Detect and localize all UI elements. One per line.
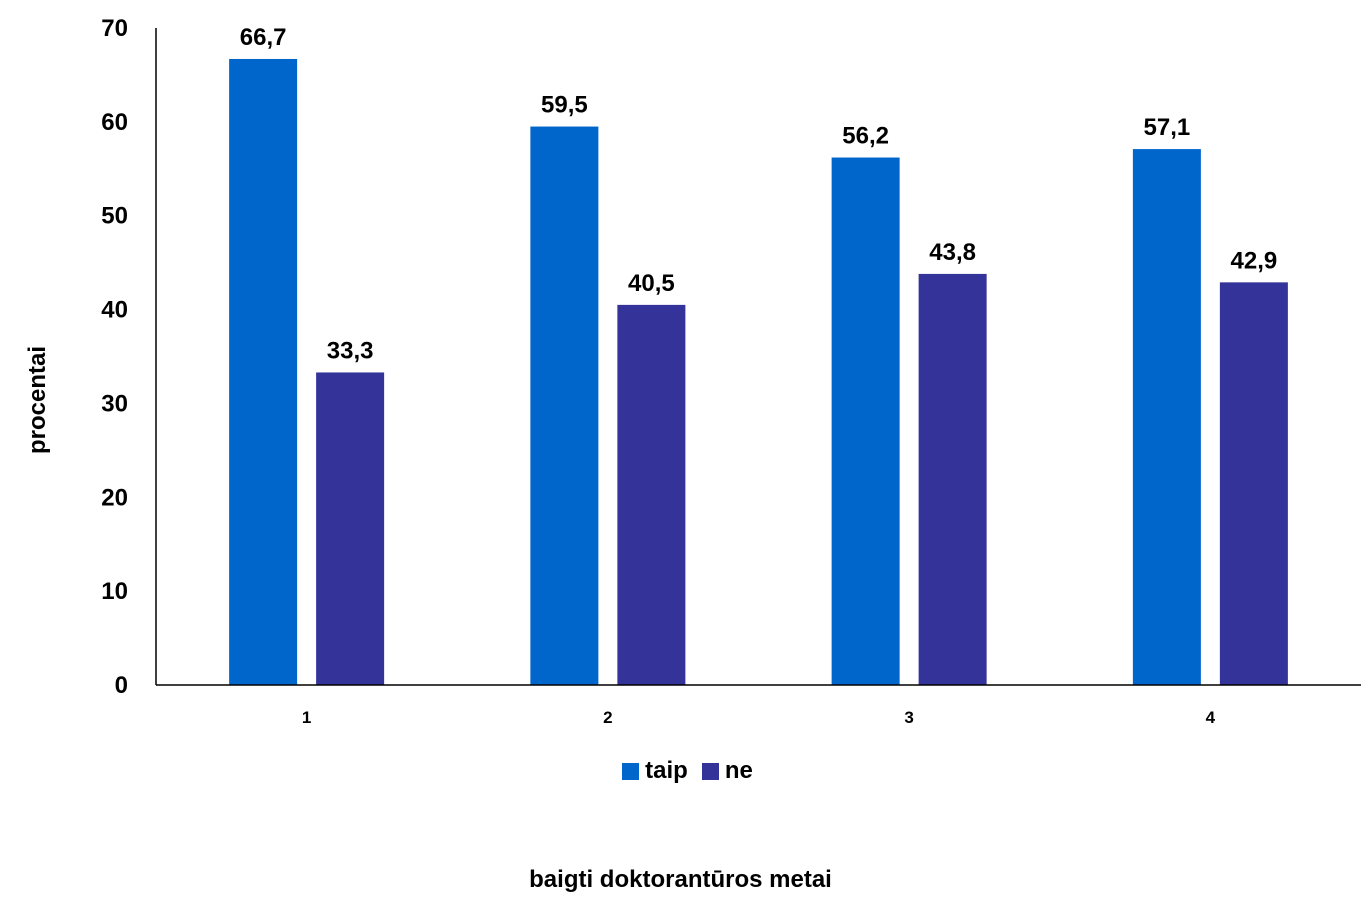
bar-taip-1: [229, 58, 298, 686]
legend-label-taip: taip: [645, 757, 688, 784]
data-label-ne-1: 33,3: [327, 337, 374, 364]
bar-taip-3: [831, 157, 900, 686]
legend-swatch-taip: [622, 762, 640, 780]
bar-ne-3: [918, 273, 987, 685]
x-tick-label: 3: [904, 708, 913, 727]
y-tick-label: 60: [101, 109, 128, 136]
x-tick-label: 2: [603, 708, 612, 727]
data-label-ne-2: 40,5: [628, 270, 675, 297]
x-tick-label: 1: [302, 708, 311, 727]
x-tick-labels: 1 2 3 4: [302, 708, 1216, 727]
y-tick-labels: 0 10 20 30 40 50 60 70: [101, 15, 128, 699]
bar-taip-4: [1132, 149, 1201, 686]
bar-ne-1: [316, 372, 385, 685]
bar-taip-2: [530, 126, 599, 686]
x-axis-title: baigti doktorantūros metai: [529, 866, 832, 893]
legend-swatch-ne: [701, 762, 719, 780]
data-label-ne-4: 42,9: [1231, 247, 1278, 274]
legend-item-taip: taip: [622, 757, 688, 785]
bars-group: [229, 58, 1288, 686]
y-tick-label: 40: [101, 297, 128, 324]
y-tick-label: 30: [101, 390, 128, 417]
y-tick-label: 70: [101, 15, 128, 42]
data-label-taip-4: 57,1: [1144, 114, 1191, 141]
x-tick-label: 4: [1206, 708, 1216, 727]
legend-label-ne: ne: [724, 757, 753, 784]
data-label-taip-1: 66,7: [240, 24, 287, 51]
y-tick-label: 20: [101, 484, 128, 511]
y-tick-label: 10: [101, 578, 128, 605]
legend-item-ne: ne: [701, 757, 753, 785]
data-label-ne-3: 43,8: [929, 239, 976, 266]
data-labels-group: 66,7 33,3 59,5 40,5 56,2 43,8 57,1 42,9: [240, 24, 1277, 364]
y-tick-label: 0: [115, 672, 128, 699]
bar-ne-4: [1219, 282, 1288, 685]
legend: taip ne: [0, 757, 1361, 785]
y-tick-label: 50: [101, 203, 128, 230]
data-label-taip-2: 59,5: [541, 92, 588, 119]
bar-ne-2: [617, 304, 686, 685]
y-axis-title: procentai: [24, 345, 51, 455]
data-label-taip-3: 56,2: [842, 123, 889, 150]
